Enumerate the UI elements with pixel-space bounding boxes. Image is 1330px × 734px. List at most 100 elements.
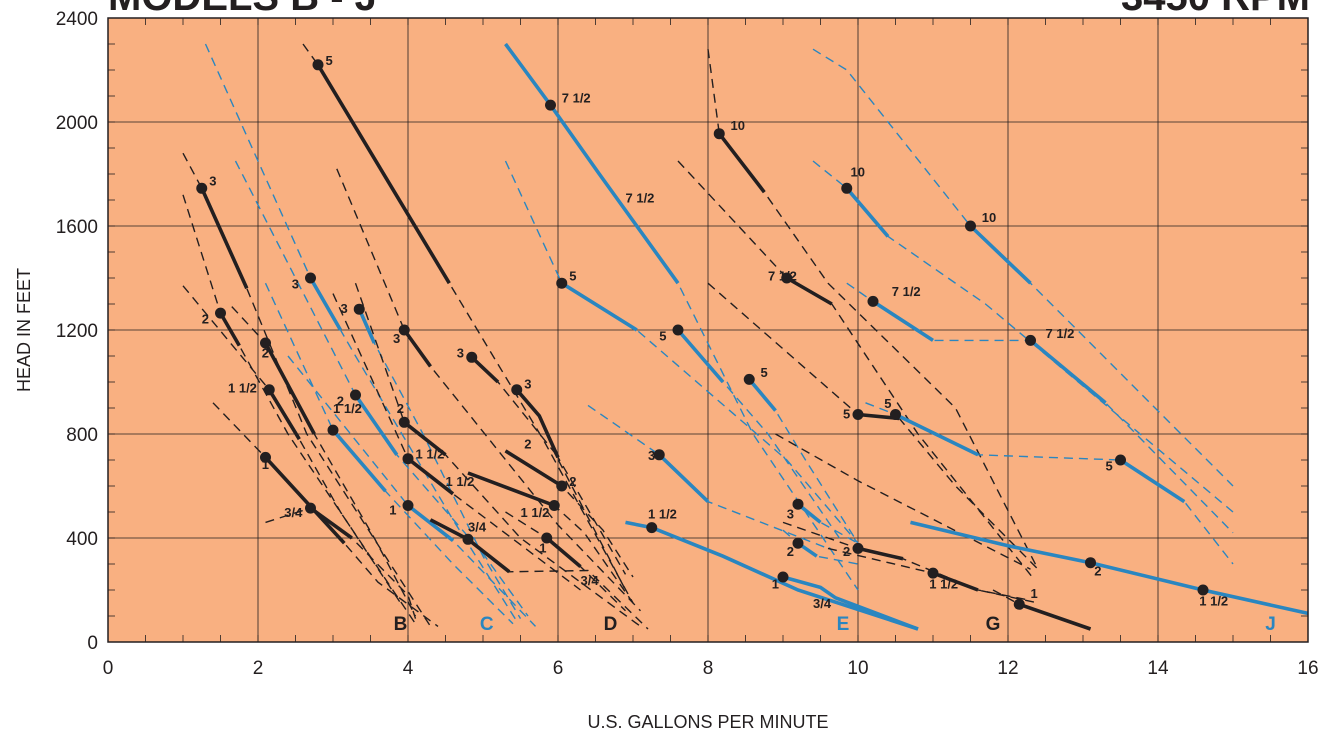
curve-marker-11 xyxy=(312,59,324,71)
curve-marker-17 xyxy=(556,480,568,492)
curve-hp-label-14: 1 xyxy=(389,503,396,518)
curve-hp-label-16: 2 xyxy=(524,436,531,451)
curve-solid-21 xyxy=(504,42,680,285)
y-tick-label-2: 800 xyxy=(66,425,98,446)
curve-hp-label-40: 7 1/2 xyxy=(1046,326,1075,341)
curve-marker-37 xyxy=(965,220,976,232)
curve-solid-3 xyxy=(264,456,346,545)
curve-hp-label-46: 1 xyxy=(1031,586,1038,601)
curve-solid-36 xyxy=(1018,602,1092,631)
curve-marker-0 xyxy=(196,182,208,194)
curve-solid-31 xyxy=(785,276,833,306)
chart-title-right: 3450 RPM xyxy=(1121,0,1310,19)
curve-hp-label-19: 2 xyxy=(569,474,576,489)
curve-solid-9 xyxy=(406,504,455,543)
curve-solid-41 xyxy=(894,412,979,457)
curve-solid-8 xyxy=(331,428,387,493)
curve-solid-2 xyxy=(267,388,301,441)
model-label-b: B xyxy=(394,614,408,635)
curve-solid-34 xyxy=(857,546,904,561)
x-axis-ticks: 0 2 4 6 8 10 12 14 16 xyxy=(103,658,1319,679)
curve-hp-label-7: 3 xyxy=(292,276,299,291)
curve-hp-label-9: 3 xyxy=(393,331,400,346)
curve-solid-10 xyxy=(357,308,376,344)
curve-solid-11 xyxy=(316,63,451,285)
curve-dashed-41 xyxy=(865,402,1234,565)
curve-marker-27 xyxy=(792,537,804,549)
curve-marker-22 xyxy=(556,277,568,289)
curve-hp-label-13: 1 1/2 xyxy=(416,447,445,462)
curve-hp-label-22: 1 xyxy=(539,540,546,555)
curve-hp-label-31: 3 xyxy=(787,507,794,522)
curve-hp-label-6: 3/4 xyxy=(284,505,303,520)
curve-hp-label-29: 3 xyxy=(648,448,655,463)
model-label-d: D xyxy=(604,614,618,635)
y-tick-label-1: 400 xyxy=(66,529,98,550)
curve-dashed-11 xyxy=(302,43,634,604)
curve-solid-22 xyxy=(560,281,638,332)
curve-marker-16 xyxy=(511,384,523,396)
curve-marker-13 xyxy=(398,416,410,428)
curve-marker-6 xyxy=(305,272,316,284)
curve-marker-15 xyxy=(466,351,478,363)
y-tick-label-6: 2400 xyxy=(56,9,98,30)
curve-marker-5 xyxy=(260,337,271,349)
curve-hp-label-10: 2 xyxy=(337,393,344,408)
curve-marker-10 xyxy=(353,303,365,315)
curve-marker-25 xyxy=(653,449,665,461)
curve-hp-label-17: 3 xyxy=(524,377,531,392)
model-label-c: C xyxy=(480,614,494,635)
curve-hp-label-47: 2 xyxy=(1094,564,1101,579)
curve-marker-40 xyxy=(1025,334,1036,346)
curve-hp-label-41: 5 xyxy=(843,406,850,421)
curve-hp-label-15: 3 xyxy=(457,345,464,360)
plot-frame xyxy=(107,17,1309,643)
x-tick-label-4: 8 xyxy=(703,658,714,679)
curve-marker-12 xyxy=(398,324,410,336)
curve-hp-label-24: 7 1/2 xyxy=(562,91,591,106)
curve-hp-label-36: 7 1/2 xyxy=(768,269,797,284)
curve-hp-label-26: 5 xyxy=(569,269,576,284)
curve-marker-36 xyxy=(1013,598,1025,610)
curve-hp-label-21: 3/4 xyxy=(468,520,487,535)
curve-solid-23 xyxy=(676,328,725,384)
curve-solid-5 xyxy=(263,342,316,435)
curve-hp-label-0: 5 xyxy=(326,53,333,68)
curve-marker-24 xyxy=(743,373,755,385)
curve-dashed-30 xyxy=(707,49,1039,570)
curve-dashed-1 xyxy=(182,194,417,625)
curve-marker-1 xyxy=(215,307,226,319)
curve-solid-37 xyxy=(969,224,1032,285)
curve-solid-18 xyxy=(467,471,555,508)
curve-hp-label-5: 1 xyxy=(262,457,269,472)
curve-solid-35 xyxy=(932,571,979,592)
curve-solid-13 xyxy=(403,420,447,457)
curve-marker-38 xyxy=(841,182,853,194)
curve-solid-29 xyxy=(782,575,919,631)
x-tick-label-1: 2 xyxy=(253,658,264,679)
model-label-g: G xyxy=(986,614,1001,635)
curve-marker-32 xyxy=(852,409,864,420)
curve-hp-label-43: 5 xyxy=(1106,458,1113,473)
curve-marker-7 xyxy=(350,389,361,401)
y-tick-label-4: 1600 xyxy=(56,217,98,238)
curve-marker-26 xyxy=(792,498,804,510)
curve-hp-label-37: 10 xyxy=(851,165,865,180)
x-tick-label-0: 0 xyxy=(103,658,114,679)
curve-solid-24 xyxy=(747,378,777,412)
curve-marker-21 xyxy=(545,99,556,111)
curve-dashed-33 xyxy=(775,433,1031,570)
curve-marker-18 xyxy=(548,500,560,511)
curve-solid-12 xyxy=(402,328,432,368)
curve-hp-label-11: 1 1/2 xyxy=(333,401,362,416)
curve-marker-29 xyxy=(777,571,789,583)
curve-marker-19 xyxy=(541,532,553,544)
x-tick-label-5: 10 xyxy=(847,658,868,679)
curve-solid-30 xyxy=(717,132,766,194)
curve-dashed-39 xyxy=(846,282,1234,534)
pump-curves xyxy=(182,42,1309,631)
curve-solid-19 xyxy=(545,536,582,568)
curve-solid-28 xyxy=(625,520,919,631)
curve-dashed-6 xyxy=(204,43,518,622)
